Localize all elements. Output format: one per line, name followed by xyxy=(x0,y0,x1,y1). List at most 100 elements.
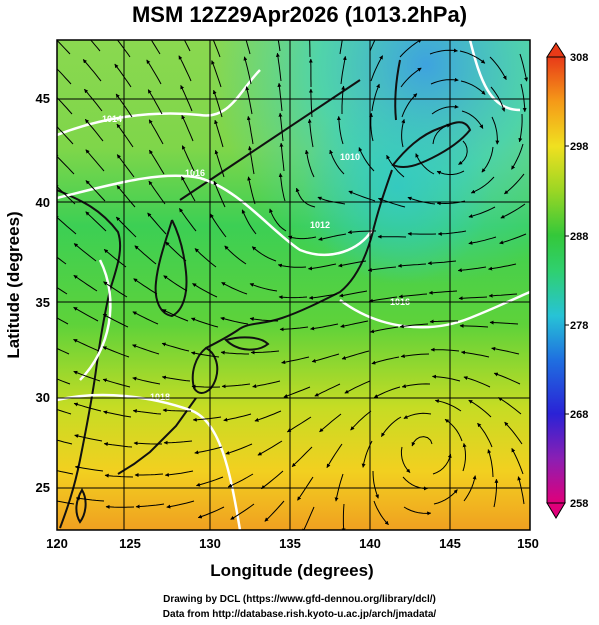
streamline xyxy=(511,448,524,475)
streamline xyxy=(461,350,490,358)
isobar-line xyxy=(57,69,261,137)
streamline xyxy=(148,119,164,145)
streamline xyxy=(133,278,158,295)
isobar-line xyxy=(57,393,242,530)
streamline xyxy=(481,146,494,173)
streamline xyxy=(85,180,106,202)
streamline xyxy=(165,241,187,262)
streamline xyxy=(84,118,104,142)
streamline xyxy=(57,347,70,355)
streamline xyxy=(341,85,346,114)
streamline xyxy=(251,246,277,262)
streamline xyxy=(57,68,72,85)
streamline xyxy=(373,500,389,526)
streamline xyxy=(370,55,384,82)
streamline xyxy=(329,149,345,175)
streamline xyxy=(214,149,225,178)
streamline xyxy=(334,473,344,502)
streamline xyxy=(499,233,527,245)
streamline xyxy=(279,326,309,332)
streamline xyxy=(191,317,219,328)
streamline xyxy=(403,412,432,419)
streamline xyxy=(73,370,101,382)
x-tick-label: 135 xyxy=(279,536,301,551)
y-tick-label: 40 xyxy=(36,195,50,210)
colorbar-label: 268 xyxy=(570,409,588,421)
colorbar-label: 298 xyxy=(570,141,588,153)
colorbar-ticks xyxy=(565,145,569,415)
streamline xyxy=(183,40,191,52)
streamline xyxy=(57,500,75,505)
streamline xyxy=(319,413,342,433)
streamline xyxy=(458,296,488,301)
streamline xyxy=(437,230,467,236)
isobar-line xyxy=(57,174,374,257)
streamline xyxy=(369,40,376,52)
streamline xyxy=(411,436,433,447)
streamline xyxy=(278,173,286,202)
streamline xyxy=(133,441,162,446)
streamline xyxy=(311,353,340,363)
streamline xyxy=(162,408,191,413)
streamline xyxy=(344,380,371,394)
isobars xyxy=(57,40,530,530)
streamline xyxy=(212,89,223,118)
colorbar-min-arrow xyxy=(546,502,566,519)
colorbar: 308 298 288 278 268 258 xyxy=(546,42,588,519)
colorbar-label: 278 xyxy=(570,320,588,332)
map-plot-area: 1014 1016 1010 1012 1016 1018 xyxy=(56,39,531,531)
streamline xyxy=(491,346,520,355)
streamline xyxy=(309,40,311,58)
streamline xyxy=(338,260,367,268)
streamline xyxy=(57,439,73,445)
streamline xyxy=(245,86,253,115)
honshu-coastline xyxy=(205,169,393,349)
streamline xyxy=(459,323,489,328)
streamline xyxy=(163,275,188,292)
shikoku-coastline xyxy=(224,336,270,351)
streamline xyxy=(279,142,285,172)
streamline xyxy=(368,112,374,142)
streamline xyxy=(358,147,375,172)
streamline xyxy=(116,185,136,208)
streamline xyxy=(57,286,68,295)
streamline xyxy=(519,53,529,82)
streamline xyxy=(368,296,398,303)
streamline xyxy=(477,422,493,448)
map-title: MSM 12Z29Apr2026 (1013.2hPa) xyxy=(131,2,468,27)
streamline xyxy=(73,338,100,352)
streamline xyxy=(220,350,249,355)
streamline xyxy=(178,55,192,82)
streamline xyxy=(401,383,431,389)
streamline xyxy=(73,402,102,412)
streamline xyxy=(192,416,222,422)
streamline xyxy=(277,263,307,268)
streamline xyxy=(192,283,218,298)
streamline xyxy=(367,266,397,272)
streamline xyxy=(116,123,134,148)
streamline xyxy=(457,266,487,273)
colorbar-max-arrow xyxy=(546,42,566,58)
streamline xyxy=(399,323,429,329)
streamline xyxy=(458,140,468,165)
streamline xyxy=(493,478,499,508)
streamline xyxy=(461,110,484,129)
streamline xyxy=(224,245,247,265)
streamline xyxy=(371,356,400,365)
streamline xyxy=(462,443,467,472)
streamline xyxy=(348,190,376,202)
streamline xyxy=(304,149,315,178)
streamline xyxy=(428,290,458,295)
y-tick-label: 35 xyxy=(36,295,50,310)
streamline xyxy=(489,320,519,325)
streamline xyxy=(307,118,314,148)
streamline xyxy=(248,146,255,175)
streamline xyxy=(504,173,525,195)
streamline xyxy=(295,187,316,208)
streamline xyxy=(350,410,372,431)
streamline xyxy=(103,410,132,418)
streamline xyxy=(57,40,71,55)
streamline xyxy=(147,212,167,235)
streamline xyxy=(57,317,69,325)
